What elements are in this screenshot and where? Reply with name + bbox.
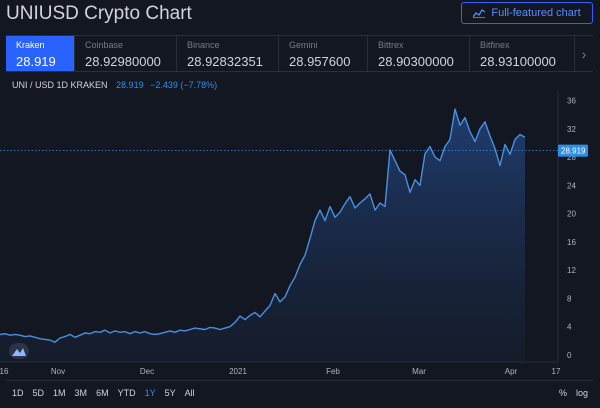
tab-exchange-gemini[interactable]: Gemini 28.957600 [279, 36, 368, 71]
y-tick-label: 4 [567, 323, 572, 332]
tradingview-logo[interactable] [9, 343, 29, 359]
x-tick-label: Feb [326, 367, 340, 376]
last-price-badge [558, 144, 588, 157]
full-featured-chart-button[interactable]: Full-featured chart [461, 2, 593, 24]
y-tick-label: 32 [567, 125, 576, 134]
chart-line-icon [473, 8, 486, 18]
exchange-price: 28.90300000 [378, 54, 454, 69]
tab-exchange-coinbase[interactable]: Coinbase 28.92980000 [75, 36, 177, 71]
page-title: UNIUSD Crypto Chart [6, 3, 192, 24]
exchange-name: Coinbase [85, 40, 124, 50]
range-button-5y[interactable]: 5Y [164, 388, 176, 398]
symbol-legend: UNI / USD 1D KRAKEN 28.919 −2.439 (−7.78… [12, 80, 217, 90]
exchange-price: 28.93100000 [480, 54, 556, 69]
tab-exchange-bitfinex[interactable]: Bitfinex 28.93100000 [470, 36, 575, 71]
y-tick-label: 28 [567, 153, 576, 162]
y-tick-label: 12 [567, 266, 576, 275]
tabs-next-button[interactable]: › [575, 36, 593, 71]
range-button-5d[interactable]: 5D [32, 388, 45, 398]
exchange-price: 28.919 [16, 54, 56, 69]
x-tick-label: Mar [412, 367, 426, 376]
price-chart[interactable]: 0 4 8 12 16 20 24 28 32 36 28.919 16 Nov Dec 2021 Feb Ma… [0, 90, 600, 380]
last-price: 28.919 [116, 80, 144, 90]
x-tick-label: 2021 [229, 367, 247, 376]
exchange-price: 28.92980000 [85, 54, 161, 69]
price-line [0, 108, 526, 343]
range-button-all[interactable]: All [184, 388, 195, 398]
range-button-ytd[interactable]: YTD [117, 388, 136, 398]
exchange-price: 28.957600 [289, 54, 351, 69]
chevron-right-icon: › [581, 45, 587, 62]
x-tick-label: Nov [51, 367, 65, 376]
y-tick-label: 8 [567, 294, 572, 303]
exchange-price: 28.92832351 [187, 54, 263, 69]
range-button-1d[interactable]: 1D [12, 388, 24, 398]
exchange-name: Binance [187, 40, 220, 50]
tradingview-logo-icon [12, 347, 26, 356]
price-change: −2.439 (−7.78%) [150, 80, 218, 90]
tab-exchange-binance[interactable]: Binance 28.92832351 [177, 36, 279, 71]
tab-exchange-bittrex[interactable]: Bittrex 28.90300000 [368, 36, 470, 71]
x-tick-label: Apr [505, 367, 518, 376]
range-button-1m[interactable]: 1M [53, 388, 66, 398]
last-price-badge-label: 28.919 [561, 147, 586, 156]
y-tick-label: 20 [567, 210, 576, 219]
y-tick-label: 0 [567, 351, 572, 360]
y-tick-label: 16 [567, 238, 576, 247]
exchange-tabs: Kraken 28.919 Coinbase 28.92980000 Binan… [6, 35, 593, 72]
time-range-selector: 1D 5D 1M 3M 6M YTD 1Y 5Y All [12, 388, 204, 398]
y-tick-label: 36 [567, 97, 576, 106]
exchange-name: Gemini [289, 40, 318, 50]
exchange-name: Bitfinex [480, 40, 510, 50]
x-tick-label: Dec [140, 367, 154, 376]
percent-toggle[interactable]: % [559, 388, 568, 398]
x-tick-label: 17 [552, 367, 561, 376]
log-toggle[interactable]: log [576, 388, 589, 398]
symbol-label: UNI / USD 1D KRAKEN [12, 80, 108, 90]
exchange-name: Kraken [16, 40, 45, 50]
y-tick-label: 24 [567, 181, 576, 190]
x-tick-label: 16 [0, 367, 9, 376]
range-button-1y[interactable]: 1Y [144, 388, 156, 398]
exchange-name: Bittrex [378, 40, 404, 50]
range-button-3m[interactable]: 3M [74, 388, 88, 398]
full-featured-chart-label: Full-featured chart [491, 7, 581, 19]
range-button-6m[interactable]: 6M [96, 388, 109, 398]
tab-exchange-kraken[interactable]: Kraken 28.919 [6, 36, 75, 71]
price-area-fill [0, 109, 525, 362]
divider [6, 380, 593, 381]
